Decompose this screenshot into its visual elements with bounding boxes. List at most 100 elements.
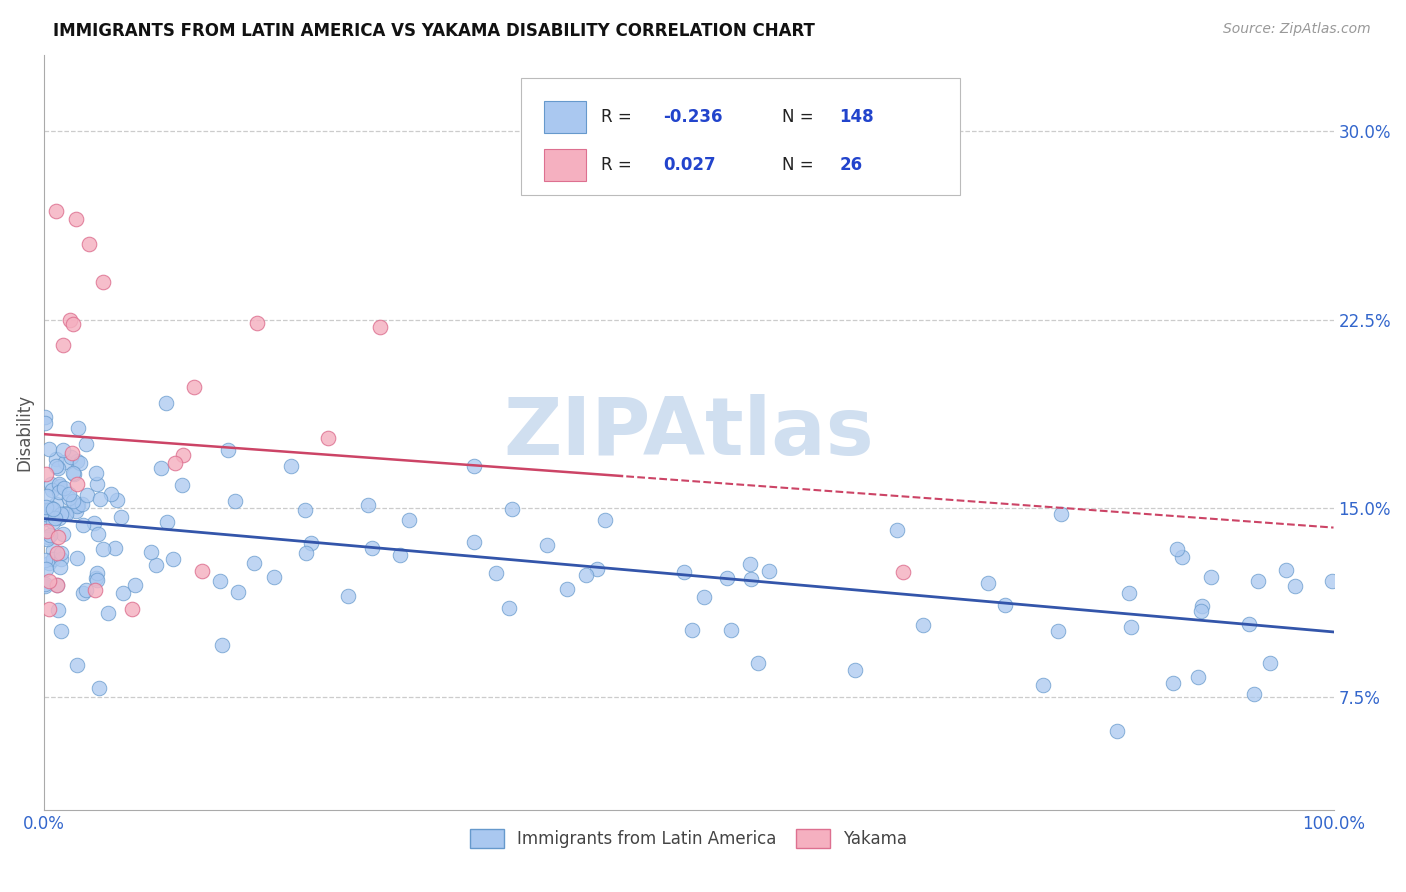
- Point: [89, 491, 111, 506]
- Point: [1189, 604, 1212, 618]
- Point: [52, 442, 75, 457]
- Point: [575, 568, 598, 582]
- Point: [720, 623, 742, 637]
- Point: [280, 458, 302, 473]
- Point: [86, 477, 108, 491]
- Point: [740, 572, 762, 586]
- Point: [72, 518, 94, 533]
- Point: [172, 448, 194, 462]
- Point: [105, 493, 128, 508]
- Point: [217, 442, 239, 457]
- Point: [1199, 570, 1222, 584]
- Point: [37, 532, 59, 546]
- Bar: [544, 149, 586, 180]
- Point: [65, 476, 87, 491]
- Point: [224, 494, 246, 508]
- Text: R =: R =: [602, 108, 631, 126]
- Point: [49, 552, 72, 566]
- Point: [34, 416, 56, 430]
- Point: [585, 562, 607, 576]
- Point: [45, 577, 67, 591]
- Point: [63, 467, 86, 482]
- Point: [42, 502, 65, 516]
- Point: [163, 456, 186, 470]
- Point: [45, 204, 67, 219]
- Point: [1322, 574, 1344, 589]
- Point: [59, 312, 82, 326]
- Point: [34, 511, 56, 525]
- Point: [38, 574, 60, 588]
- Point: [86, 566, 108, 580]
- Point: [62, 466, 84, 480]
- Point: [87, 527, 110, 541]
- Point: [1275, 563, 1298, 577]
- Point: [38, 602, 60, 616]
- Point: [100, 487, 122, 501]
- Point: [844, 663, 866, 677]
- Point: [758, 564, 780, 578]
- Point: [46, 577, 69, 591]
- Text: Source: ZipAtlas.com: Source: ZipAtlas.com: [1223, 22, 1371, 37]
- Point: [34, 577, 56, 591]
- Y-axis label: Disability: Disability: [15, 394, 32, 471]
- Point: [66, 421, 89, 435]
- Point: [672, 565, 695, 579]
- Point: [1050, 507, 1073, 521]
- Legend: Immigrants from Latin America, Yakama: Immigrants from Latin America, Yakama: [464, 822, 914, 855]
- Point: [139, 545, 162, 559]
- Point: [463, 535, 485, 549]
- Point: [72, 586, 94, 600]
- Point: [45, 546, 67, 560]
- Point: [62, 494, 84, 508]
- Point: [150, 461, 173, 475]
- Point: [66, 550, 89, 565]
- Text: N =: N =: [782, 156, 813, 174]
- Point: [65, 454, 87, 468]
- Point: [60, 446, 83, 460]
- Point: [886, 523, 908, 537]
- Point: [58, 491, 80, 506]
- Point: [498, 601, 520, 615]
- Point: [35, 489, 58, 503]
- Point: [124, 578, 146, 592]
- Point: [891, 565, 914, 579]
- Point: [44, 511, 66, 525]
- Point: [191, 564, 214, 578]
- Point: [357, 498, 380, 512]
- FancyBboxPatch shape: [522, 78, 959, 194]
- Point: [209, 574, 232, 588]
- Point: [69, 456, 91, 470]
- Point: [91, 541, 114, 556]
- Point: [463, 458, 485, 473]
- Point: [75, 583, 97, 598]
- Point: [211, 638, 233, 652]
- Point: [65, 211, 87, 226]
- Point: [42, 552, 65, 566]
- Point: [110, 510, 132, 524]
- Point: [48, 477, 70, 491]
- Text: 26: 26: [839, 156, 863, 174]
- Point: [35, 562, 58, 576]
- Point: [46, 603, 69, 617]
- Point: [42, 515, 65, 529]
- Point: [45, 452, 67, 467]
- Point: [48, 511, 70, 525]
- Point: [38, 527, 60, 541]
- Point: [368, 320, 391, 334]
- Point: [38, 442, 60, 457]
- Point: [155, 396, 177, 410]
- Point: [318, 430, 340, 444]
- Point: [1247, 574, 1270, 588]
- Point: [66, 499, 89, 513]
- Point: [65, 658, 87, 673]
- Point: [34, 507, 56, 521]
- Point: [41, 483, 63, 498]
- Point: [77, 237, 100, 252]
- Point: [162, 551, 184, 566]
- Point: [41, 501, 63, 516]
- Point: [1166, 542, 1188, 557]
- Text: N =: N =: [782, 108, 813, 126]
- Point: [243, 557, 266, 571]
- Point: [1237, 616, 1260, 631]
- Point: [360, 541, 382, 556]
